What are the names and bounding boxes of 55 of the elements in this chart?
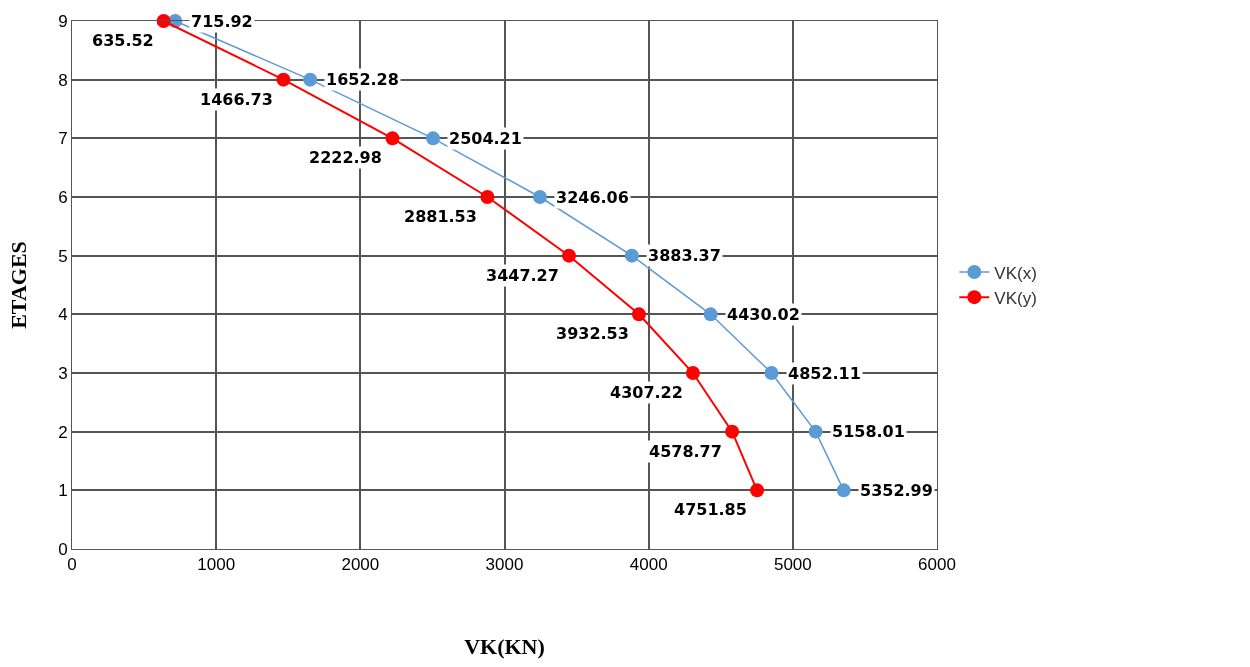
data-label: 4307.22 — [610, 383, 683, 402]
y-tick-label: 6 — [58, 187, 68, 207]
data-label: 1466.73 — [200, 90, 273, 109]
point — [480, 190, 495, 204]
point — [532, 190, 547, 204]
data-label: 715.92 — [191, 12, 253, 31]
data-label: 2881.53 — [404, 207, 477, 226]
point — [561, 248, 576, 263]
point — [303, 72, 318, 87]
x-tick-label: 6000 — [918, 555, 956, 575]
data-label: 5158.01 — [832, 422, 905, 441]
x-tick-label: 5000 — [773, 555, 812, 575]
point — [725, 424, 740, 439]
point — [276, 72, 291, 87]
x-tick-label: 4000 — [629, 555, 668, 575]
point — [764, 366, 779, 380]
y-tick-label: 4 — [58, 305, 68, 325]
data-label: 4852.11 — [788, 364, 861, 383]
data-label: 4751.85 — [674, 500, 747, 519]
y-axis-title: ETAGES — [5, 241, 31, 329]
data-label: 4578.77 — [649, 442, 722, 461]
legend-label: VK(y) — [994, 288, 1037, 308]
point — [426, 131, 441, 146]
data-label: 1652.28 — [326, 70, 399, 89]
legend-label: VK(x) — [994, 263, 1037, 283]
point — [624, 248, 639, 263]
data-label: 635.52 — [92, 31, 154, 50]
x-tick-label: 3000 — [485, 555, 524, 575]
point — [385, 131, 400, 146]
y-tick-label: 0 — [58, 539, 68, 559]
y-tick-label: 5 — [58, 246, 68, 266]
point — [631, 307, 646, 322]
y-tick-label: 8 — [58, 70, 68, 90]
point — [156, 14, 171, 28]
x-tick-label: 2000 — [341, 555, 380, 575]
x-tick-label: 1000 — [197, 555, 236, 575]
y-tick-label: 9 — [58, 11, 68, 31]
data-label: 5352.99 — [860, 481, 933, 500]
data-label: 3883.37 — [648, 246, 721, 265]
data-label: 3932.53 — [556, 324, 629, 343]
y-tick-label: 2 — [58, 422, 68, 442]
y-tick-label: 7 — [58, 129, 68, 149]
data-label: 3246.06 — [556, 188, 629, 207]
data-label: 4430.02 — [727, 305, 800, 324]
data-label: 3447.27 — [486, 266, 559, 285]
data-label: 2222.98 — [309, 148, 382, 167]
y-tick-label: 1 — [58, 481, 68, 501]
point — [750, 483, 765, 498]
point — [808, 424, 823, 439]
point — [703, 307, 718, 322]
data-label: 2504.21 — [449, 129, 522, 148]
point — [836, 483, 851, 498]
point — [685, 366, 700, 380]
y-tick-label: 3 — [58, 363, 68, 383]
x-axis-title: VK(KN) — [464, 634, 545, 660]
